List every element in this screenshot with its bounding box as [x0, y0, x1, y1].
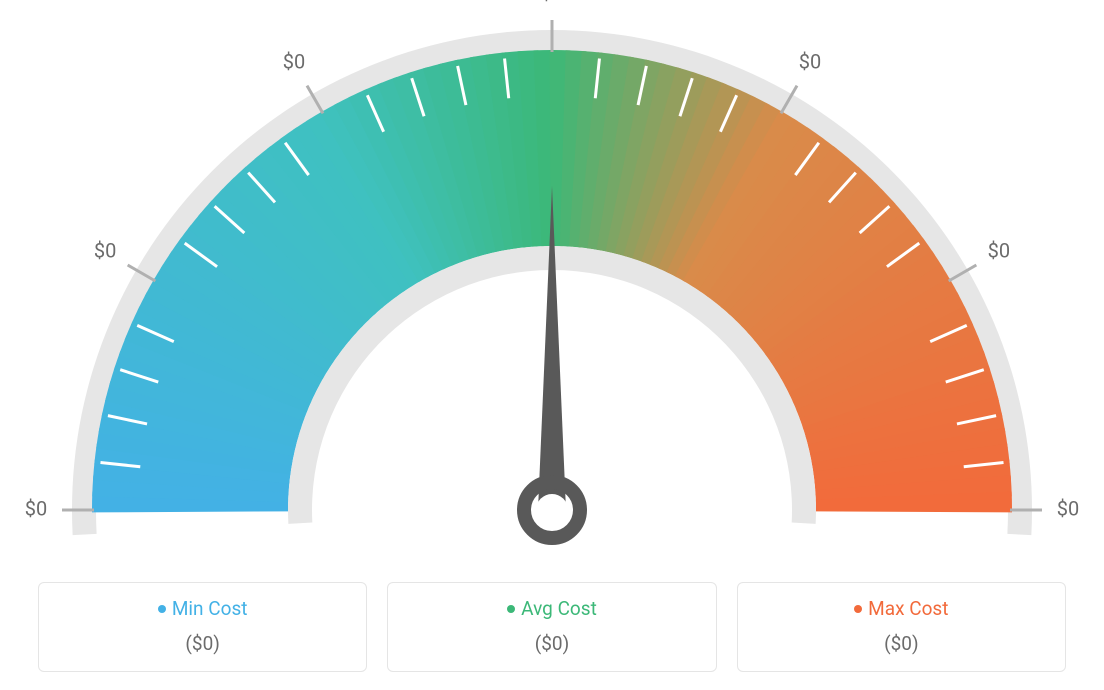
legend-card-avg: Avg Cost ($0) [387, 582, 716, 672]
legend-title-max: Max Cost [748, 597, 1055, 620]
legend-value-min: ($0) [49, 632, 356, 655]
svg-text:$0: $0 [988, 238, 1010, 262]
legend-label-max: Max Cost [868, 597, 948, 620]
legend-card-min: Min Cost ($0) [38, 582, 367, 672]
svg-text:$0: $0 [541, 0, 563, 4]
svg-text:$0: $0 [94, 238, 116, 262]
legend-value-avg: ($0) [398, 632, 705, 655]
legend-dot-avg [507, 605, 515, 613]
svg-text:$0: $0 [799, 49, 821, 73]
gauge-chart: $0 $0 $0 $0 $0 $0 $0 [0, 0, 1104, 560]
legend-card-max: Max Cost ($0) [737, 582, 1066, 672]
legend-row: Min Cost ($0) Avg Cost ($0) Max Cost ($0… [38, 582, 1066, 672]
legend-dot-min [158, 605, 166, 613]
svg-text:$0: $0 [1057, 496, 1079, 520]
chart-container: $0 $0 $0 $0 $0 $0 $0 Min Cost ($0) Avg Cost ($… [0, 0, 1104, 690]
legend-title-min: Min Cost [49, 597, 356, 620]
legend-dot-max [854, 605, 862, 613]
legend-label-avg: Avg Cost [521, 597, 597, 620]
gauge-svg: $0 $0 $0 $0 $0 $0 $0 [0, 0, 1104, 580]
svg-text:$0: $0 [283, 49, 305, 73]
legend-value-max: ($0) [748, 632, 1055, 655]
legend-label-min: Min Cost [172, 597, 248, 620]
svg-text:$0: $0 [25, 496, 47, 520]
legend-title-avg: Avg Cost [398, 597, 705, 620]
